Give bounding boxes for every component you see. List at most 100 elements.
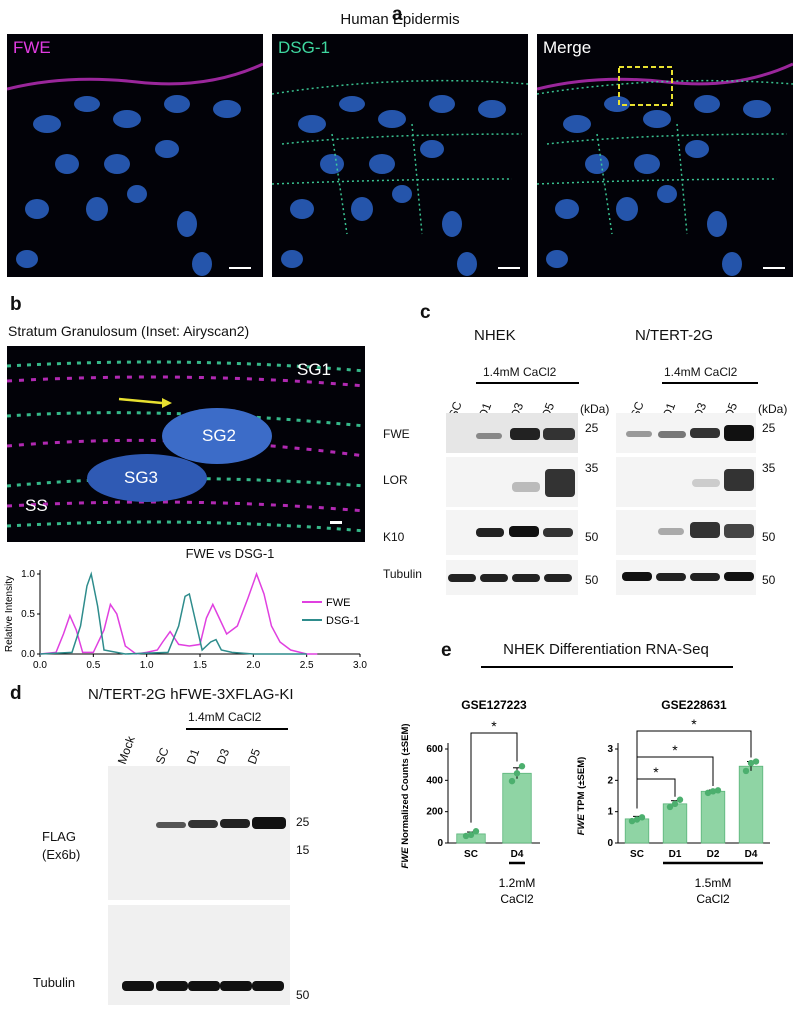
scale-bar xyxy=(498,267,520,269)
x-tick-label: 1.0 xyxy=(140,660,154,671)
mw-marker: 50 xyxy=(585,530,599,544)
data-point xyxy=(704,789,712,797)
x-tick-label: 2.5 xyxy=(300,660,314,671)
mw-marker: 25 xyxy=(296,815,310,829)
mw-marker: 50 xyxy=(762,573,776,587)
significance-bracket xyxy=(636,730,752,809)
data-point xyxy=(671,800,679,808)
data-point xyxy=(467,831,475,839)
y-tick-label: 3 xyxy=(607,744,613,755)
x-tick-label: D2 xyxy=(707,849,720,860)
row-label-fwe: FWE xyxy=(383,427,410,441)
blot-nhek-lor xyxy=(446,457,578,507)
panel-d-treatment: 1.4mM CaCl2 xyxy=(188,710,262,724)
panel-a-letter: a xyxy=(392,4,403,25)
panel-e-letter: e xyxy=(441,640,452,661)
y-axis-label: FWE Normalized Counts (±SEM) xyxy=(400,723,411,868)
micrograph-inset: SG1 SG2 SG3 SS xyxy=(7,346,365,542)
label-sg1: SG1 xyxy=(297,360,332,379)
bar-chart-title: GSE228631 xyxy=(661,698,727,712)
micrograph-inset-image xyxy=(7,360,365,533)
y-tick-label: 2 xyxy=(607,775,613,786)
significance-bracket xyxy=(470,732,518,823)
data-point xyxy=(638,814,646,821)
channel-label-fwe: FWE xyxy=(13,38,51,57)
lane-label: SC xyxy=(152,745,172,766)
channel-label-dsg1: DSG-1 xyxy=(278,38,330,57)
data-point xyxy=(676,796,684,803)
significance-star: * xyxy=(491,718,497,734)
y-tick-label: 200 xyxy=(426,807,443,818)
treatment-label: 1.2mM xyxy=(499,876,536,890)
series-line-fwe xyxy=(39,571,318,655)
treatment-bar xyxy=(662,382,758,384)
y-tick-label: 1.0 xyxy=(21,569,35,580)
x-tick-label: D1 xyxy=(669,849,682,860)
data-point xyxy=(714,787,722,794)
lane-label: D5 xyxy=(244,746,264,766)
legend-label: DSG-1 xyxy=(326,615,360,627)
y-axis-label: FWE TPM (±SEM) xyxy=(576,757,587,836)
y-tick-label: 0.0 xyxy=(21,649,35,660)
lane-label: D1 xyxy=(183,746,203,766)
mw-marker: 50 xyxy=(585,573,599,587)
micrograph-merge: Merge xyxy=(537,34,793,277)
data-point xyxy=(747,759,755,767)
x-tick-label: SC xyxy=(464,849,478,860)
y-tick-label: 1 xyxy=(607,807,613,818)
bar-d4 xyxy=(502,772,532,844)
treatment-label: CaCl2 xyxy=(500,892,534,906)
bar-d4 xyxy=(738,765,764,844)
data-point xyxy=(633,816,641,823)
x-tick-label: 3.0 xyxy=(353,660,367,671)
label-ss: SS xyxy=(25,496,48,515)
y-tick-label: 0 xyxy=(607,838,613,849)
blot-ntert-k10 xyxy=(616,510,756,555)
mw-marker: 35 xyxy=(762,461,776,475)
blot-ntert-title: N/TERT-2G xyxy=(635,327,714,344)
x-tick-label: 0.0 xyxy=(33,660,47,671)
panel-b-title: Stratum Granulosum (Inset: Airyscan2) xyxy=(8,323,250,339)
significance-star: * xyxy=(691,716,697,732)
y-tick-label: 0.5 xyxy=(21,609,35,620)
panel-c-letter: c xyxy=(420,302,431,323)
series-line-dsg-1 xyxy=(39,571,307,655)
blot-ntert-fwe xyxy=(616,413,756,453)
blot-nhek-k10 xyxy=(446,510,578,555)
row-label-tubulin-d: Tubulin xyxy=(33,975,76,990)
micrograph-merge-image xyxy=(537,62,793,276)
data-point xyxy=(742,767,750,775)
significance-star: * xyxy=(653,764,659,780)
x-tick-label: SC xyxy=(630,849,644,860)
data-point xyxy=(752,758,760,765)
legend-label: FWE xyxy=(326,597,350,609)
data-point xyxy=(462,832,470,840)
kda-label: (kDa) xyxy=(758,402,788,416)
panel-d-letter: d xyxy=(10,683,22,704)
x-tick-label: 2.0 xyxy=(246,660,260,671)
bar-chart-gse228631: GSE228631 0 1 2 3 FWE TPM (±SEM) SC D1 D2 D4 * * * 1.… xyxy=(576,698,770,906)
blot-nhek-tubulin xyxy=(446,560,578,595)
bar-chart-title: GSE127223 xyxy=(461,698,527,712)
x-tick-label: 0.5 xyxy=(86,660,100,671)
x-tick-label: 1.5 xyxy=(193,660,207,671)
mw-marker: 25 xyxy=(762,421,776,435)
data-point xyxy=(472,828,480,835)
micrograph-fwe-image xyxy=(7,62,263,276)
blot-ntert-lor xyxy=(616,457,756,507)
data-point xyxy=(513,770,521,777)
panel-d-title: N/TERT-2G hFWE-3XFLAG-KI xyxy=(88,686,294,703)
scale-bar xyxy=(229,267,251,269)
x-tick-label: D4 xyxy=(745,849,758,860)
title-underline xyxy=(481,666,733,668)
blot-nhek-treatment: 1.4mM CaCl2 xyxy=(483,365,557,379)
blot-ntert-treatment: 1.4mM CaCl2 xyxy=(664,365,738,379)
y-tick-label: 0 xyxy=(437,838,443,849)
treatment-bar xyxy=(186,728,288,730)
scale-bar xyxy=(763,267,785,269)
treatment-label: CaCl2 xyxy=(696,892,730,906)
channel-label-merge: Merge xyxy=(543,38,592,57)
blot-nhek-fwe xyxy=(446,413,578,453)
x-tick-label: D4 xyxy=(511,849,524,860)
y-axis-label: Relative Intensity xyxy=(4,576,15,652)
